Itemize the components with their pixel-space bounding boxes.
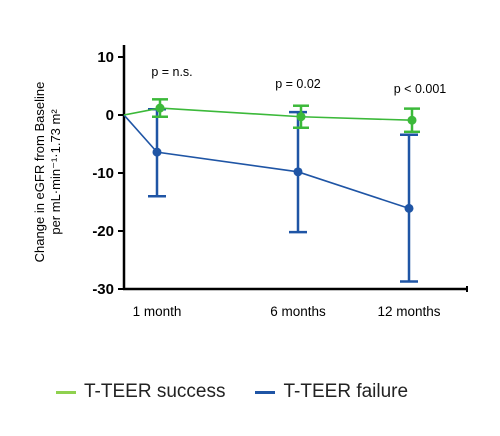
data-point	[155, 103, 165, 113]
annotations: p = n.s. p = 0.02 p < 0.001	[151, 65, 446, 96]
y-axis-title: Change in eGFR from Baseline per mL·min⁻¹…	[32, 82, 63, 263]
data-point	[407, 115, 417, 125]
y-axis-title-line2: per mL·min⁻¹·1.73 m²	[48, 109, 63, 235]
legend-item-success: T-TEER success	[56, 381, 225, 403]
series-layer	[123, 98, 420, 283]
legend-label-failure: T-TEER failure	[283, 381, 409, 402]
chart: Change in eGFR from Baseline per mL·min⁻¹…	[32, 45, 468, 319]
legend-label-success: T-TEER success	[84, 381, 226, 402]
y-ticks: 10 0 -10 -20 -30	[92, 49, 124, 298]
x-tick-label: 6 months	[270, 304, 326, 319]
axes	[122, 45, 468, 292]
x-tick-label: 1 month	[133, 304, 182, 319]
series-success	[123, 98, 420, 134]
p-value-annotation: p < 0.001	[394, 82, 447, 96]
legend-item-failure: T-TEER failure	[255, 381, 408, 403]
legend-swatch-success	[56, 390, 76, 394]
y-tick-label: -30	[92, 281, 114, 298]
y-tick-label: 10	[97, 49, 114, 66]
y-tick-label: 0	[106, 107, 114, 124]
data-point	[152, 147, 162, 157]
x-tick-label: 12 months	[377, 304, 440, 319]
legend: T-TEER success T-TEER failure	[56, 381, 438, 403]
p-value-annotation: p = n.s.	[151, 65, 192, 79]
data-point	[293, 167, 303, 177]
y-tick-label: -20	[92, 223, 114, 240]
data-point	[404, 203, 414, 213]
series-failure	[123, 107, 418, 283]
x-ticks: 1 month 6 months 12 months	[133, 304, 441, 319]
y-axis-title-line1: Change in eGFR from Baseline	[32, 82, 47, 263]
data-point	[296, 112, 306, 122]
legend-swatch-failure	[255, 390, 276, 394]
y-tick-label: -10	[92, 165, 114, 182]
series-line	[123, 107, 413, 122]
p-value-annotation: p = 0.02	[275, 77, 321, 91]
series-line	[123, 114, 410, 210]
